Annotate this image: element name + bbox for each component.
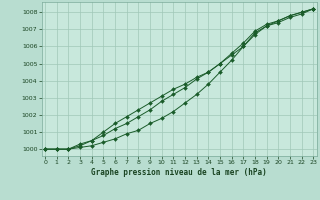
X-axis label: Graphe pression niveau de la mer (hPa): Graphe pression niveau de la mer (hPa) xyxy=(91,168,267,177)
